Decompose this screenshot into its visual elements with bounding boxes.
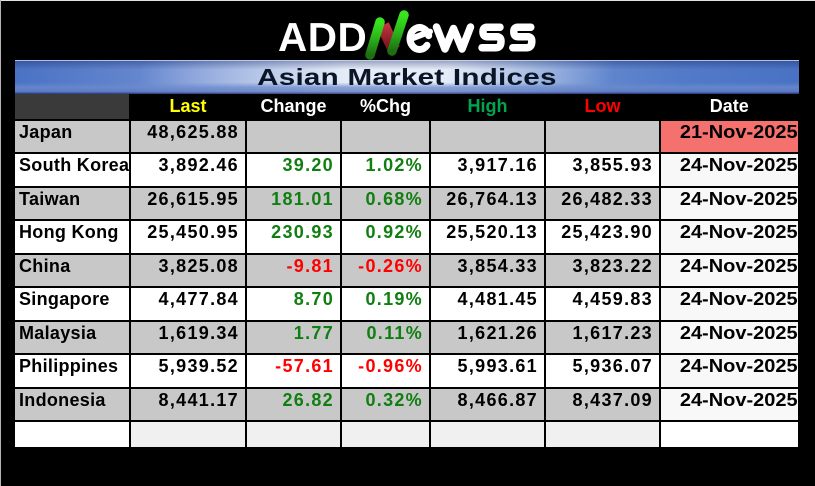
svg-text:ADD: ADD [278,14,367,60]
